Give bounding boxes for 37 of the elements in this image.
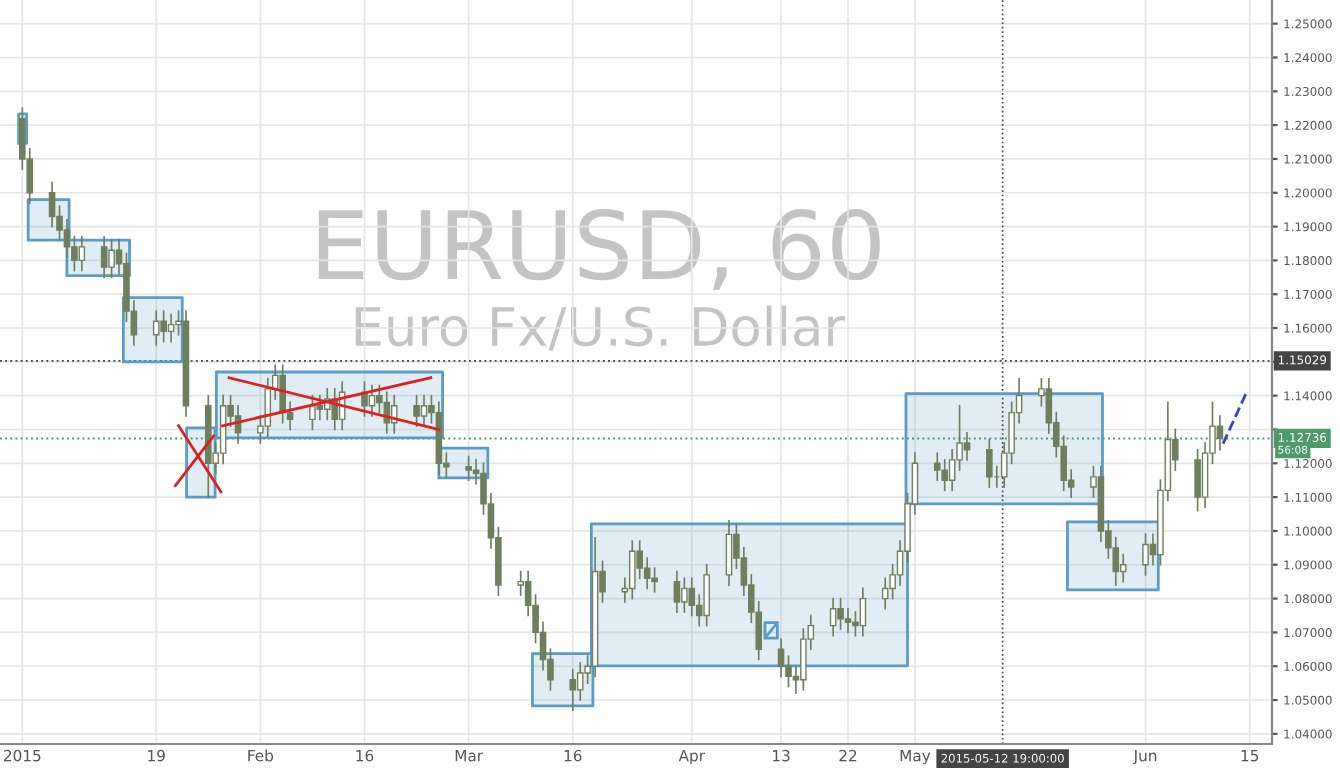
candlestick: [941, 459, 949, 492]
text: Euro Fx/U.S. Dollar: [355, 305, 846, 351]
candlestick: [420, 394, 428, 427]
candlestick: [160, 310, 167, 343]
candlestick: [108, 239, 115, 279]
candlestick: [1119, 553, 1127, 583]
candlestick: [100, 235, 108, 279]
candlestick: [465, 455, 472, 482]
candlestick: [703, 563, 710, 627]
candlestick: [368, 384, 376, 417]
candlestick: [829, 597, 837, 637]
candlestick: [167, 313, 175, 343]
candlestick: [844, 607, 852, 634]
candlestick: [859, 587, 867, 637]
candlestick: [837, 597, 844, 630]
candlestick: [279, 364, 286, 424]
candlestick: [309, 394, 316, 431]
candlestick: [361, 381, 368, 417]
candlestick: [390, 394, 398, 434]
candlestick: [78, 235, 86, 272]
candlestick: [1194, 448, 1201, 512]
candlestick: [63, 218, 71, 258]
candlestick: [1216, 415, 1224, 451]
candlestick: [673, 570, 681, 613]
candlestick: [948, 448, 956, 492]
candlestick: [628, 540, 636, 600]
candlestick: [986, 438, 993, 488]
candlestick: [152, 310, 160, 346]
candlestick: [48, 181, 56, 228]
candlestick: [681, 577, 688, 613]
candlestick: [963, 432, 971, 461]
candlestick: [569, 668, 577, 712]
candlestick: [413, 394, 420, 427]
candlestick: [1142, 533, 1149, 576]
text: EURUSD, 60: [318, 208, 880, 290]
candlestick: [777, 638, 785, 678]
candlestick: [725, 519, 733, 586]
